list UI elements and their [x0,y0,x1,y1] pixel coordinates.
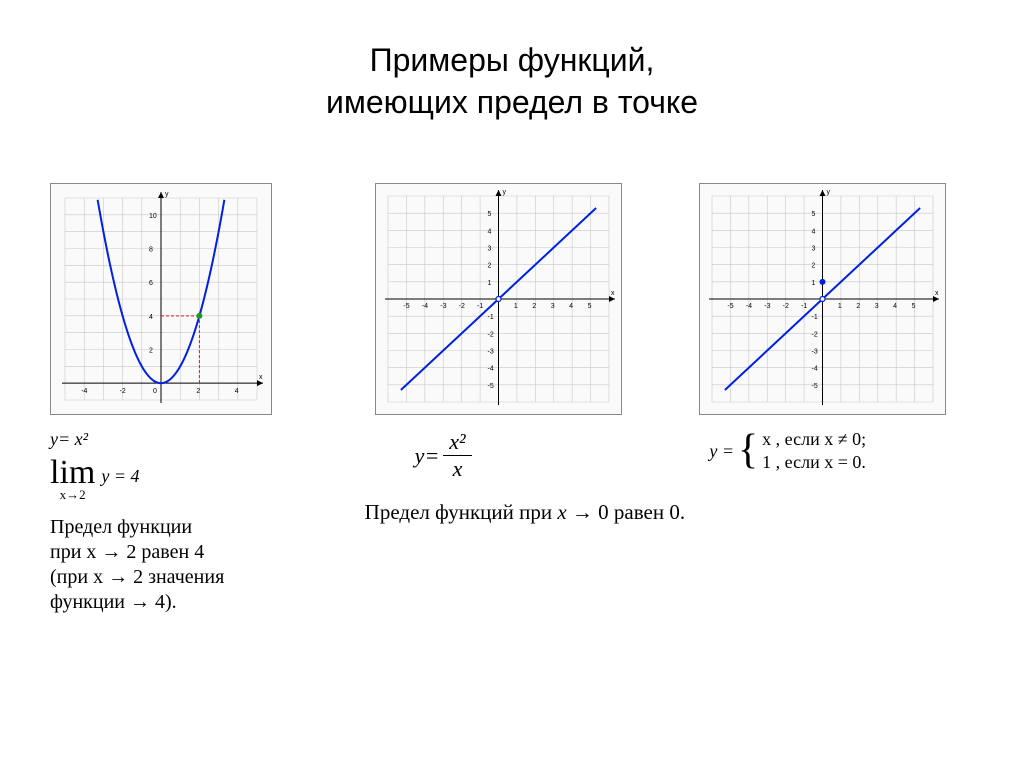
svg-text:8: 8 [149,247,153,254]
svg-text:1: 1 [487,280,491,287]
pw-row2: 1 , если x = 0. [762,452,866,473]
svg-text:x: x [259,374,263,381]
merged-desc: Предел функций при х → 0 равен 0. [365,500,965,525]
svg-text:4: 4 [894,303,898,310]
title-line2: имеющих предел в точке [326,84,698,120]
svg-text:2: 2 [149,348,153,355]
chart3-svg: x y -5 -5 -4 -4 -3 -3 -2 -2 -1 -1 1 1 2 2 3 3 4 4 5 5 [700,184,945,414]
svg-text:4: 4 [812,229,816,236]
chart1-formula: y= x² [50,429,88,450]
lim-text: lim [50,458,95,489]
chart1-svg: x y -4 -2 2 4 2 4 6 8 10 0 [51,184,271,414]
svg-text:2: 2 [487,263,491,270]
svg-text:1: 1 [812,280,816,287]
svg-text:3: 3 [550,303,554,310]
svg-text:-2: -2 [783,303,789,310]
svg-text:2: 2 [532,303,536,310]
chart3-formula: y = { x , если x ≠ 0; 1 , если x = 0. [709,429,866,473]
svg-text:1: 1 [838,303,842,310]
pw-rows: x , если x ≠ 0; 1 , если x = 0. [762,429,866,473]
svg-text:y: y [502,189,506,196]
svg-text:-4: -4 [487,366,493,373]
chart1-box: x y -4 -2 2 4 2 4 6 8 10 0 [50,183,272,415]
svg-text:-4: -4 [81,388,87,395]
svg-text:6: 6 [149,280,153,287]
svg-text:y: y [165,191,169,198]
svg-text:-3: -3 [812,349,818,356]
svg-text:4: 4 [487,229,491,236]
formula-eq: = [424,443,439,469]
svg-text:x: x [611,290,615,297]
svg-text:-4: -4 [746,303,752,310]
svg-text:-4: -4 [422,303,428,310]
svg-text:-3: -3 [765,303,771,310]
svg-text:4: 4 [149,314,153,321]
brace-icon: { [738,434,758,468]
svg-text:-5: -5 [728,303,734,310]
formula-num: x² [443,429,471,456]
svg-text:1: 1 [514,303,518,310]
lim-stack: lim x→2 [50,458,95,503]
svg-text:-3: -3 [440,303,446,310]
svg-text:-1: -1 [801,303,807,310]
svg-text:-2: -2 [487,332,493,339]
svg-text:-5: -5 [403,303,409,310]
chart3-box: x y -5 -5 -4 -4 -3 -3 -2 -2 -1 -1 1 1 2 2 3 3 4 4 5 5 [699,183,946,415]
svg-text:3: 3 [875,303,879,310]
page-title: Примеры функций, имеющих предел в точке [50,40,974,123]
svg-text:2: 2 [812,263,816,270]
svg-text:-1: -1 [477,303,483,310]
chart2-column: xy-5-5-4-4-3-3-2-2-1-11122334455 y = x² … [375,183,650,615]
chart3-column: x y -5 -5 -4 -4 -3 -3 -2 -2 -1 -1 1 1 2 2 3 3 4 4 5 5 y = { x… [699,183,974,615]
svg-text:0: 0 [153,388,157,395]
chart1-column: x y -4 -2 2 4 2 4 6 8 10 0 y= x² lim x→2 y = 4 Пред… [50,183,325,615]
svg-text:-5: -5 [487,383,493,390]
svg-text:10: 10 [149,213,157,220]
svg-text:2: 2 [857,303,861,310]
chart2-box: x y -5 -5 -4 -4 -3 -3 -2 -2 -1 -1 1 1 2 2 3 3 4 4 5 5 [375,183,622,415]
svg-text:5: 5 [912,303,916,310]
svg-text:5: 5 [587,303,591,310]
svg-text:4: 4 [569,303,573,310]
pw-row1: x , если x ≠ 0; [762,429,866,450]
charts-row: xy-4-2242468100 y= x² lim x→2 y = 4 Пред… [50,183,974,615]
svg-text:-2: -2 [458,303,464,310]
formula-fraction: x² x [443,429,471,482]
svg-text:5: 5 [812,211,816,218]
lim-eq: y = 4 [101,466,139,487]
pw-y: y = [709,441,734,462]
svg-text:4: 4 [235,388,239,395]
formula-y: y [415,443,425,469]
svg-text:-1: -1 [487,314,493,321]
svg-text:y: y [827,189,831,196]
svg-text:2: 2 [196,388,200,395]
chart2-formula: y = x² x [415,429,472,482]
svg-text:-2: -2 [812,332,818,339]
svg-text:-5: -5 [812,383,818,390]
svg-text:x: x [935,290,939,297]
chart1-limit: lim x→2 y = 4 [50,458,139,503]
svg-text:-1: -1 [812,314,818,321]
chart2-svg: x y -5 -5 -4 -4 -3 -3 -2 -2 -1 -1 1 1 2 2 3 3 4 4 5 5 [376,184,621,414]
svg-text:3: 3 [812,246,816,253]
svg-text:-3: -3 [487,349,493,356]
formula-den: x [447,456,469,482]
svg-text:-2: -2 [120,388,126,395]
svg-text:3: 3 [487,246,491,253]
svg-text:-4: -4 [812,366,818,373]
svg-text:5: 5 [487,211,491,218]
chart1-desc: Предел функциипри х → 2 равен 4(при х → … [50,515,224,615]
title-line1: Примеры функций, [370,42,655,78]
